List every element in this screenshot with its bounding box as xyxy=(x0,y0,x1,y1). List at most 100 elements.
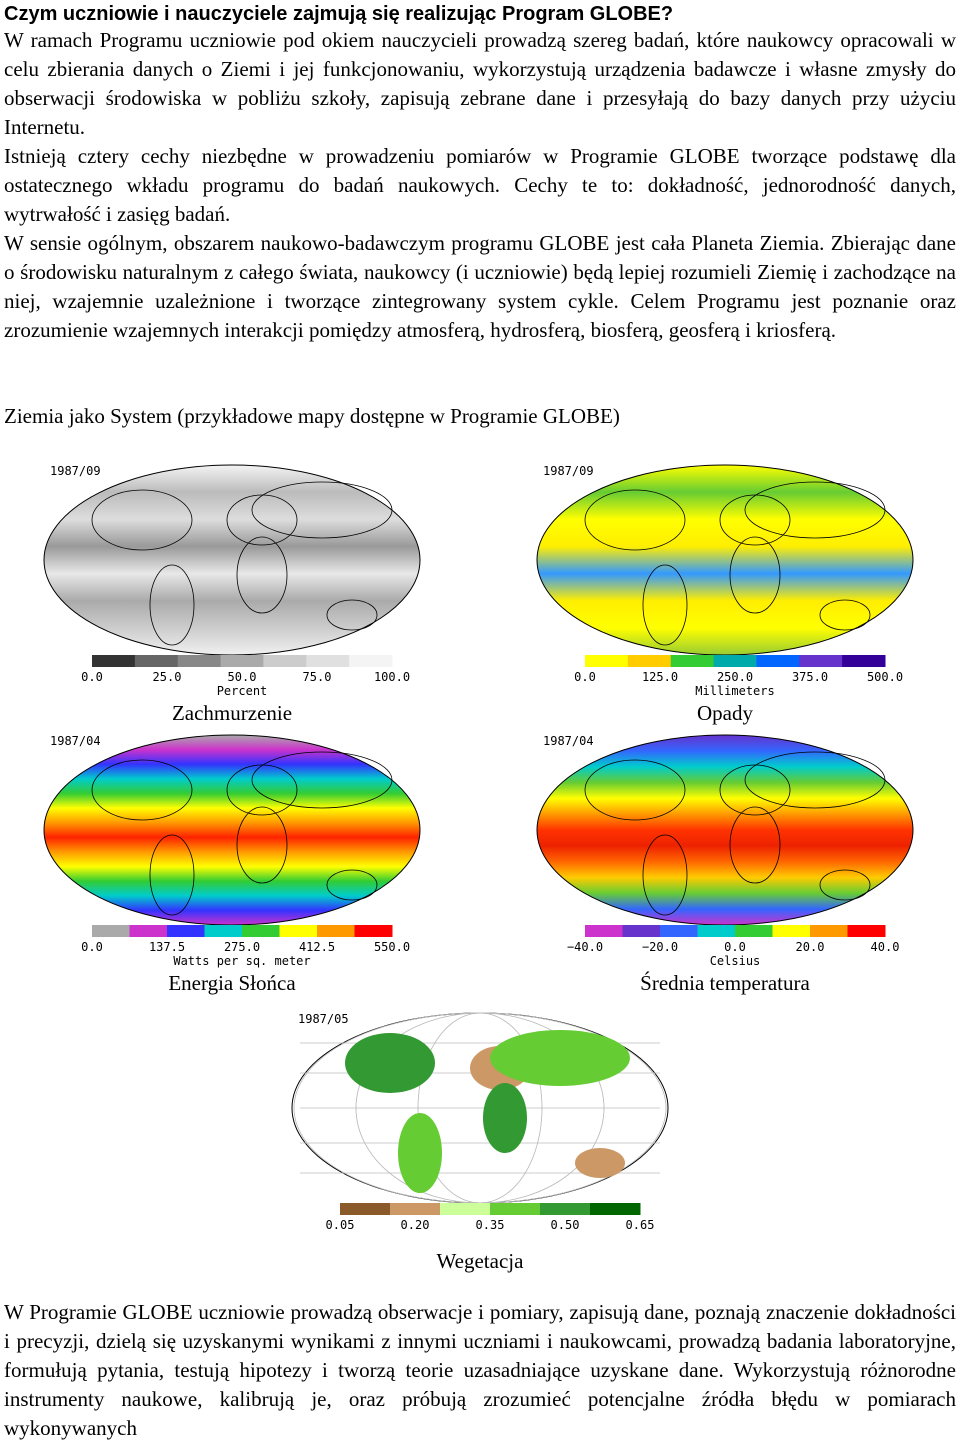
paragraph: W Programie GLOBE uczniowie prowadzą obs… xyxy=(4,1300,956,1440)
colorbar-segment xyxy=(390,1203,441,1215)
colorbar-segment xyxy=(204,925,243,937)
land xyxy=(483,1083,527,1153)
map-date: 1987/05 xyxy=(298,1012,349,1026)
map-caption: Zachmurzenie xyxy=(171,701,293,725)
map-figure: 1987/09 0.0 25.0 50.0 75.0 100.0 Percent Zachmu… xyxy=(22,455,442,735)
colorbar-segment xyxy=(177,655,222,667)
colorbar-segment xyxy=(92,655,136,667)
map: 1987/04 −40.0 −20.0 0.0 20.0 40.0 Celsius xyxy=(536,734,914,968)
colorbar-segment xyxy=(772,925,811,937)
colorbar-label: 500.0 xyxy=(867,670,903,684)
colorbar-label: 275.0 xyxy=(224,940,260,954)
colorbar-label: 40.0 xyxy=(871,940,900,954)
land-outline xyxy=(149,834,195,916)
colorbar-segment xyxy=(810,925,848,937)
land-outline xyxy=(91,759,193,821)
colorbar-segment xyxy=(799,655,843,667)
land-outline xyxy=(149,564,195,646)
land-outline xyxy=(236,536,288,614)
colorbar-segment xyxy=(220,655,264,667)
map-caption: Opady xyxy=(697,701,753,725)
land-outline xyxy=(584,759,686,821)
colorbar-label: 75.0 xyxy=(303,670,332,684)
colorbar-segment xyxy=(847,925,886,937)
land-outline xyxy=(744,751,886,809)
map: 1987/04 0.0 137.5 275.0 412.5 550.0 Watts per … xyxy=(43,734,421,968)
colorbar-label: 25.0 xyxy=(153,670,182,684)
colorbar-segment xyxy=(134,655,179,667)
colorbar-segment xyxy=(490,1203,541,1215)
map-figure: 1987/05 0.05 0.20 0.35 0.50 0.65 Wegetacja xyxy=(270,1003,690,1283)
colorbar-label: 0.05 xyxy=(326,1218,355,1232)
map-date: 1987/04 xyxy=(543,734,594,748)
map-caption: Energia Słońca xyxy=(168,971,296,995)
globe xyxy=(536,734,914,926)
land-outline xyxy=(729,806,781,884)
colorbar-segment xyxy=(590,1203,641,1215)
colorbar-segment xyxy=(670,655,715,667)
colorbar-label: 125.0 xyxy=(642,670,678,684)
colorbar-label: 137.5 xyxy=(149,940,185,954)
colorbar-segment xyxy=(279,925,318,937)
colorbar-segment xyxy=(354,925,393,937)
colorbar-segment xyxy=(167,925,205,937)
land-outline xyxy=(819,869,871,901)
colorbar-segment xyxy=(735,925,773,937)
section-title: Ziemia jako System (przykładowe mapy dos… xyxy=(4,404,620,428)
colorbar-label: 0.0 xyxy=(724,940,746,954)
colorbar-label: 0.0 xyxy=(81,940,103,954)
land-outline xyxy=(326,869,378,901)
colorbar-segment xyxy=(317,925,355,937)
land xyxy=(490,1030,630,1086)
colorbar-segment xyxy=(756,655,800,667)
colorbar-unit: Millimeters xyxy=(695,684,774,698)
map-caption: Wegetacja xyxy=(436,1249,524,1273)
land xyxy=(575,1148,625,1178)
map-figure: 1987/04 −40.0 −20.0 0.0 20.0 40.0 Celsius Średn… xyxy=(515,725,935,1005)
colorbar-segment xyxy=(242,925,280,937)
colorbar-unit: Percent xyxy=(217,684,268,698)
colorbar-label: 375.0 xyxy=(792,670,828,684)
land-outline xyxy=(584,489,686,551)
map: 1987/09 0.0 125.0 250.0 375.0 500.0 Millimeter… xyxy=(536,464,914,698)
land-outline xyxy=(251,481,393,539)
colorbar-label: 0.50 xyxy=(551,1218,580,1232)
colorbar-segment xyxy=(842,655,886,667)
paragraph: W ramach Programu uczniowie pod okiem na… xyxy=(4,28,956,139)
map-date: 1987/04 xyxy=(50,734,101,748)
land xyxy=(345,1033,435,1093)
colorbar-segment xyxy=(263,655,307,667)
colorbar-segment xyxy=(627,655,672,667)
colorbar-label: 550.0 xyxy=(374,940,410,954)
colorbar-label: 0.65 xyxy=(626,1218,655,1232)
colorbar-segment xyxy=(340,1203,391,1215)
land-outline xyxy=(729,536,781,614)
land-outline xyxy=(326,599,378,631)
colorbar-segment xyxy=(585,655,629,667)
heading: Czym uczniowie i nauczyciele zajmują się… xyxy=(4,3,674,25)
land-outline xyxy=(251,751,393,809)
map-figure: 1987/04 0.0 137.5 275.0 412.5 550.0 Watts per … xyxy=(22,725,442,1005)
colorbar-segment xyxy=(585,925,623,937)
land-outline xyxy=(819,599,871,631)
land-outline xyxy=(91,489,193,551)
colorbar-segment xyxy=(713,655,757,667)
paragraph: W sensie ogólnym, obszarem naukowo-badaw… xyxy=(4,231,956,342)
map-caption: Średnia temperatura xyxy=(640,971,810,995)
colorbar-label: 20.0 xyxy=(796,940,825,954)
colorbar-label: 100.0 xyxy=(374,670,410,684)
colorbar-segment xyxy=(660,925,698,937)
colorbar-label: 0.20 xyxy=(401,1218,430,1232)
colorbar-segment xyxy=(306,655,350,667)
paragraph: Istnieją cztery cechy niezbędne w prowad… xyxy=(4,144,956,226)
colorbar-label: −40.0 xyxy=(567,940,603,954)
land-outline xyxy=(642,564,688,646)
land-outline xyxy=(642,834,688,916)
colorbar-unit: Celsius xyxy=(710,954,761,968)
globe xyxy=(43,734,421,926)
colorbar-label: 250.0 xyxy=(717,670,753,684)
land xyxy=(398,1113,442,1193)
colorbar-label: 0.0 xyxy=(81,670,103,684)
colorbar-label: 412.5 xyxy=(299,940,335,954)
